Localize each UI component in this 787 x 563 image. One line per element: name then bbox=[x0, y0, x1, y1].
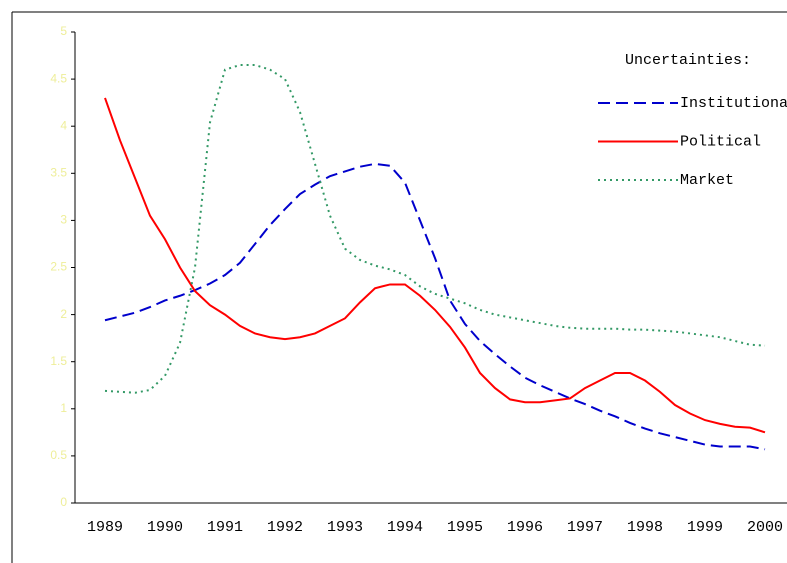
legend-label: Political bbox=[680, 133, 761, 150]
y-tick-label: 1 bbox=[60, 401, 67, 415]
x-tick-label: 1992 bbox=[267, 519, 303, 536]
x-tick-label: 2000 bbox=[747, 519, 783, 536]
legend-title: Uncertainties: bbox=[625, 52, 751, 69]
y-tick-label: 5 bbox=[60, 24, 67, 38]
x-tick-label: 1991 bbox=[207, 519, 243, 536]
x-tick-label: 1994 bbox=[387, 519, 423, 536]
y-tick-label: 4.5 bbox=[50, 71, 67, 85]
y-tick-label: 1.5 bbox=[50, 354, 67, 368]
legend-label: Market bbox=[680, 172, 734, 189]
series-line bbox=[104, 63, 766, 394]
x-tick-label: 1989 bbox=[87, 519, 123, 536]
series-line bbox=[104, 97, 766, 434]
x-tick-label: 1990 bbox=[147, 519, 183, 536]
x-tick-label: 1999 bbox=[687, 519, 723, 536]
y-tick-label: 2 bbox=[60, 307, 67, 321]
y-tick-label: 3.5 bbox=[50, 165, 67, 179]
legend-label: Institutional bbox=[680, 95, 787, 112]
x-tick-label: 1997 bbox=[567, 519, 603, 536]
x-tick-label: 1995 bbox=[447, 519, 483, 536]
y-tick-label: 0 bbox=[60, 495, 67, 509]
y-tick-label: 0.5 bbox=[50, 448, 67, 462]
x-tick-label: 1998 bbox=[627, 519, 663, 536]
series-line bbox=[104, 162, 766, 451]
x-tick-label: 1996 bbox=[507, 519, 543, 536]
y-tick-label: 4 bbox=[60, 118, 67, 132]
y-tick-label: 3 bbox=[60, 213, 67, 227]
x-tick-label: 1993 bbox=[327, 519, 363, 536]
y-tick-label: 2.5 bbox=[50, 260, 67, 274]
